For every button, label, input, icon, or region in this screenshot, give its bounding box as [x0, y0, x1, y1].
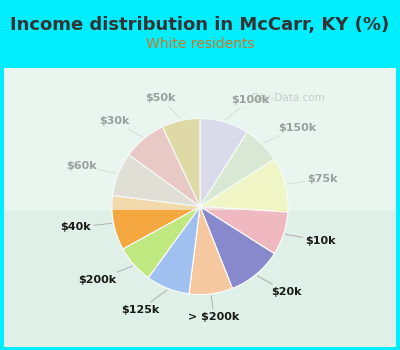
Wedge shape	[129, 127, 200, 206]
Text: $30k: $30k	[99, 116, 143, 137]
Text: $200k: $200k	[79, 266, 133, 285]
Text: Income distribution in McCarr, KY (%): Income distribution in McCarr, KY (%)	[10, 16, 390, 34]
Text: $40k: $40k	[60, 222, 112, 232]
Wedge shape	[200, 132, 274, 206]
Text: > $200k: > $200k	[188, 296, 240, 322]
Wedge shape	[200, 118, 247, 206]
Text: $20k: $20k	[257, 276, 301, 297]
Wedge shape	[113, 155, 200, 206]
Text: White residents: White residents	[146, 37, 254, 51]
Wedge shape	[200, 159, 288, 212]
Text: $125k: $125k	[121, 290, 167, 315]
Wedge shape	[148, 206, 200, 294]
Text: $60k: $60k	[66, 161, 116, 174]
Text: $75k: $75k	[287, 174, 338, 184]
Wedge shape	[112, 195, 200, 249]
Text: $50k: $50k	[146, 93, 180, 119]
Wedge shape	[189, 206, 232, 295]
Wedge shape	[200, 206, 274, 288]
Text: $10k: $10k	[286, 234, 336, 246]
Text: City-Data.com: City-Data.com	[251, 93, 325, 103]
Wedge shape	[200, 206, 288, 254]
Wedge shape	[123, 206, 200, 278]
Text: $100k: $100k	[225, 95, 269, 120]
Wedge shape	[162, 118, 200, 206]
Text: $150k: $150k	[264, 123, 316, 143]
